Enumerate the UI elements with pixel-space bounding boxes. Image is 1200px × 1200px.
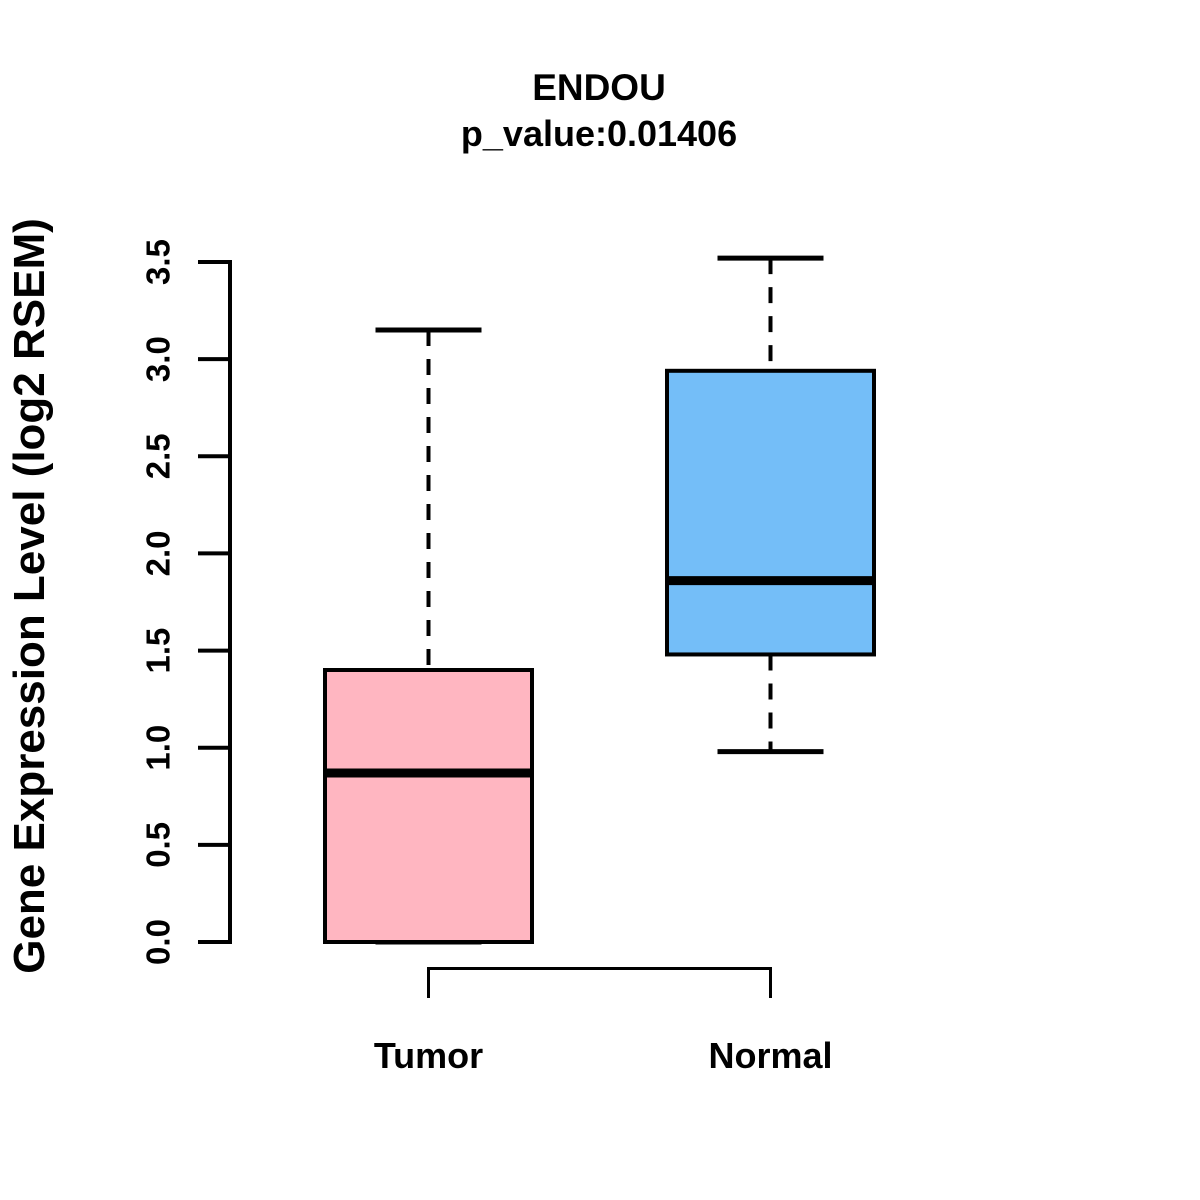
comparison-bracket <box>427 967 772 998</box>
y-tick-label: 0.0 <box>140 919 177 965</box>
chart-title: ENDOU <box>532 67 666 108</box>
normal-box <box>665 368 876 657</box>
y-tick-label: 3.0 <box>140 336 177 382</box>
tumor-box <box>323 668 534 944</box>
y-tick-label: 0.5 <box>140 822 177 868</box>
y-tick-label: 1.5 <box>140 628 177 674</box>
chart-subtitle-pvalue: p_value:0.01406 <box>460 113 738 154</box>
x-label-tumor: Tumor <box>374 1035 483 1076</box>
x-label-normal: Normal <box>708 1035 832 1076</box>
y-tick-label: 3.5 <box>140 239 177 285</box>
y-tick-label: 1.0 <box>140 725 177 771</box>
y-tick-label: 2.0 <box>140 530 177 576</box>
y-tick-label: 2.5 <box>140 433 177 479</box>
